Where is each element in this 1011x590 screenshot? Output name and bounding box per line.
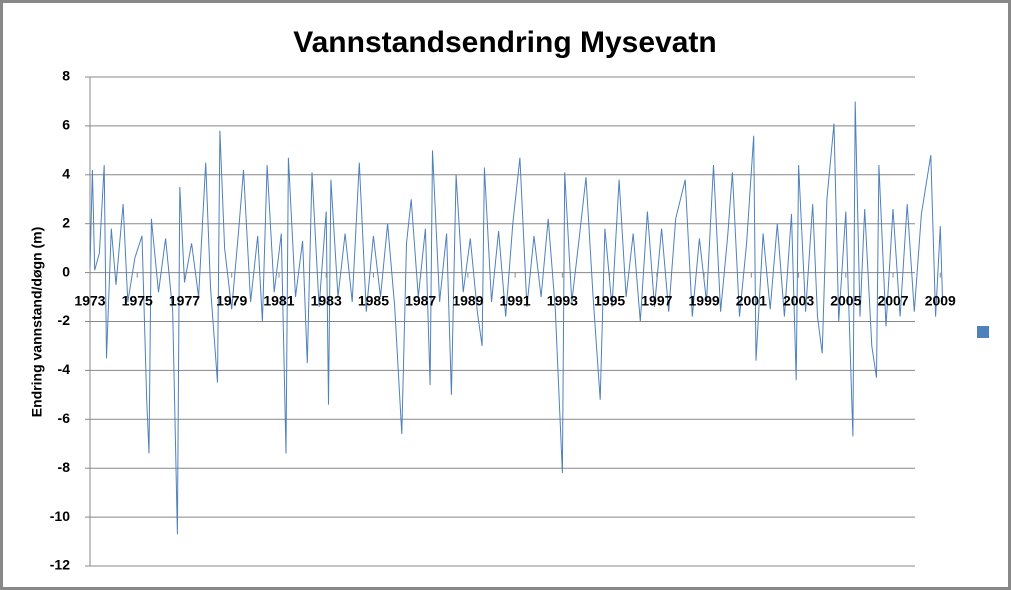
y-tick-label: 6	[62, 117, 70, 133]
x-tick-label: 1999	[689, 292, 720, 308]
x-tick-label: 1973	[74, 292, 105, 308]
x-tick-label: 2009	[925, 292, 956, 308]
y-tick-label: -12	[50, 557, 70, 573]
y-tick-label: -6	[58, 410, 71, 426]
x-tick-label: 1983	[311, 292, 342, 308]
x-tick-label: 2005	[830, 292, 861, 308]
y-axis-label: Endring vannstand/døgn (m)	[29, 227, 45, 418]
x-tick-label: 2003	[783, 292, 814, 308]
x-tick-label: 1993	[547, 292, 578, 308]
x-tick-label: 1985	[358, 292, 389, 308]
y-tick-label: -10	[50, 508, 70, 524]
chart-title: Vannstandsendring Mysevatn	[293, 26, 716, 59]
x-tick-label: 2001	[736, 292, 767, 308]
y-tick-label: -8	[58, 459, 71, 475]
x-tick-label: 1979	[216, 292, 247, 308]
y-tick-label: -2	[58, 312, 71, 328]
x-tick-label: 1977	[169, 292, 200, 308]
x-tick-label: 2007	[877, 292, 908, 308]
x-tick-label: 1987	[405, 292, 436, 308]
x-tick-label: 1997	[641, 292, 672, 308]
y-tick-label: 8	[62, 68, 70, 84]
x-tick-label: 1975	[122, 292, 153, 308]
x-tick-label: 1989	[452, 292, 483, 308]
data-line	[89, 101, 944, 535]
x-tick-label: 1981	[263, 292, 294, 308]
y-tick-label: 0	[62, 263, 70, 279]
x-tick-label: 1991	[500, 292, 531, 308]
y-tick-label: 4	[62, 166, 70, 182]
y-tick-label: 2	[62, 214, 70, 230]
x-tick-label: 1995	[594, 292, 625, 308]
y-tick-label: -4	[58, 361, 71, 377]
legend-marker	[977, 326, 989, 338]
